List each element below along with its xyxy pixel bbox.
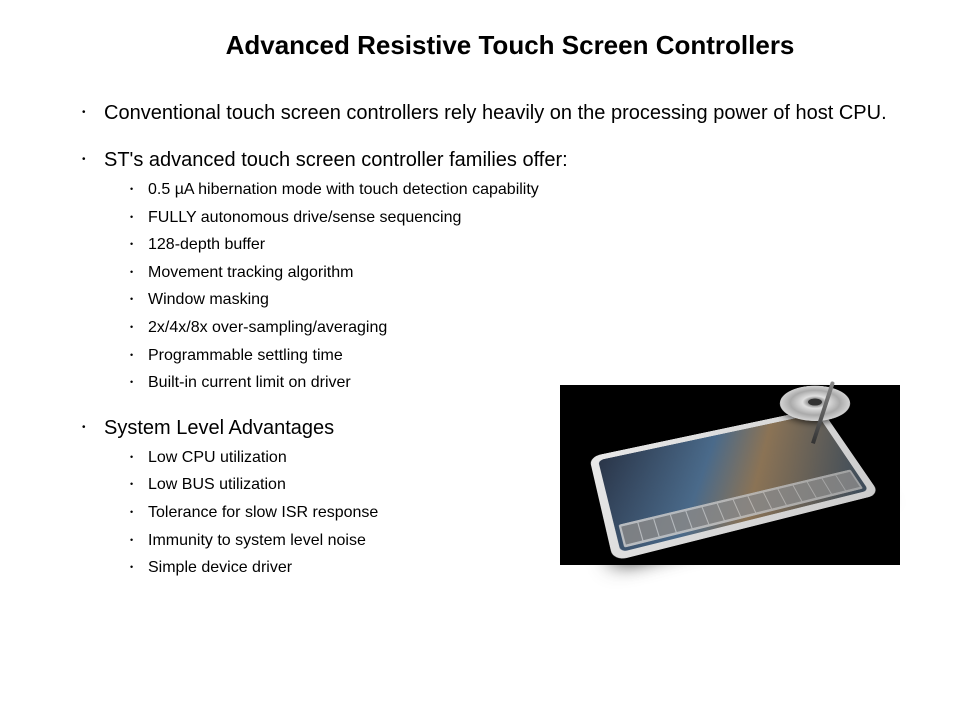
sub-bullet-list: 0.5 µA hibernation mode with touch detec… xyxy=(128,179,900,394)
sub-bullet-text: Immunity to system level noise xyxy=(148,532,366,549)
sub-bullet-text: 0.5 µA hibernation mode with touch detec… xyxy=(148,181,539,198)
screen-toolbar xyxy=(619,469,864,547)
sub-bullet-text: Simple device driver xyxy=(148,559,292,576)
sub-bullet-item: Programmable settling time xyxy=(128,345,900,367)
sub-bullet-text: Programmable settling time xyxy=(148,347,343,364)
sub-bullet-text: Tolerance for slow ISR response xyxy=(148,504,378,521)
bullet-item: Conventional touch screen controllers re… xyxy=(80,101,900,126)
bullet-text: System Level Advantages xyxy=(104,417,334,439)
sub-bullet-text: FULLY autonomous drive/sense sequencing xyxy=(148,209,461,226)
slide-title: Advanced Resistive Touch Screen Controll… xyxy=(120,30,900,61)
tablet-screen xyxy=(598,414,869,553)
sub-bullet-item: 0.5 µA hibernation mode with touch detec… xyxy=(128,179,900,201)
sub-bullet-text: Window masking xyxy=(148,291,269,308)
sub-bullet-item: 2x/4x/8x over-sampling/averaging xyxy=(128,317,900,339)
screen-bars xyxy=(621,472,860,545)
bullet-item: ST's advanced touch screen controller fa… xyxy=(80,148,900,394)
sub-bullet-text: Built-in current limit on driver xyxy=(148,374,351,391)
sub-bullet-text: Movement tracking algorithm xyxy=(148,264,353,281)
sub-bullet-text: 2x/4x/8x over-sampling/averaging xyxy=(148,319,387,336)
device-illustration xyxy=(560,385,900,565)
bullet-text: Conventional touch screen controllers re… xyxy=(104,102,887,124)
sub-bullet-text: 128-depth buffer xyxy=(148,236,265,253)
sub-bullet-text: Low CPU utilization xyxy=(148,449,287,466)
tablet-device-icon xyxy=(589,408,880,561)
sub-bullet-item: Window masking xyxy=(128,289,900,311)
sub-bullet-item: FULLY autonomous drive/sense sequencing xyxy=(128,207,900,229)
sub-bullet-item: Movement tracking algorithm xyxy=(128,262,900,284)
sub-bullet-item: 128-depth buffer xyxy=(128,234,900,256)
sub-bullet-text: Low BUS utilization xyxy=(148,476,286,493)
bullet-text: ST's advanced touch screen controller fa… xyxy=(104,149,568,171)
